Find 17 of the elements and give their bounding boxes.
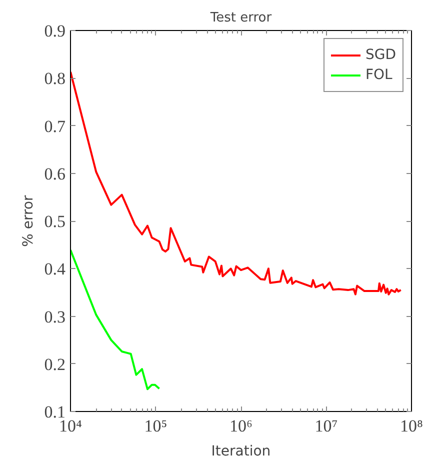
y-tick-label: 0.5 bbox=[44, 212, 66, 231]
x-tick-label: 10⁸ bbox=[400, 416, 423, 436]
y-tick-label: 0.4 bbox=[44, 260, 66, 279]
y-tick-label: 0.9 bbox=[44, 22, 66, 40]
y-tick-label: 0.2 bbox=[44, 354, 66, 374]
y-tick-label: 0.8 bbox=[44, 69, 66, 88]
x-tick-label: 10⁷ bbox=[314, 416, 338, 436]
x-tick-label: 10⁶ bbox=[230, 416, 253, 436]
y-tick-label: 0.6 bbox=[44, 164, 66, 184]
x-axis-title: Iteration bbox=[211, 444, 271, 460]
x-tick-label: 10⁵ bbox=[144, 416, 168, 436]
y-axis-title: % error bbox=[20, 194, 36, 247]
legend-label: FOL bbox=[365, 67, 392, 83]
y-tick-label: 0.7 bbox=[44, 116, 66, 136]
legend-label: SGD bbox=[365, 47, 396, 63]
chart-title: Test error bbox=[209, 10, 272, 26]
y-tick-label: 0.3 bbox=[44, 307, 66, 326]
